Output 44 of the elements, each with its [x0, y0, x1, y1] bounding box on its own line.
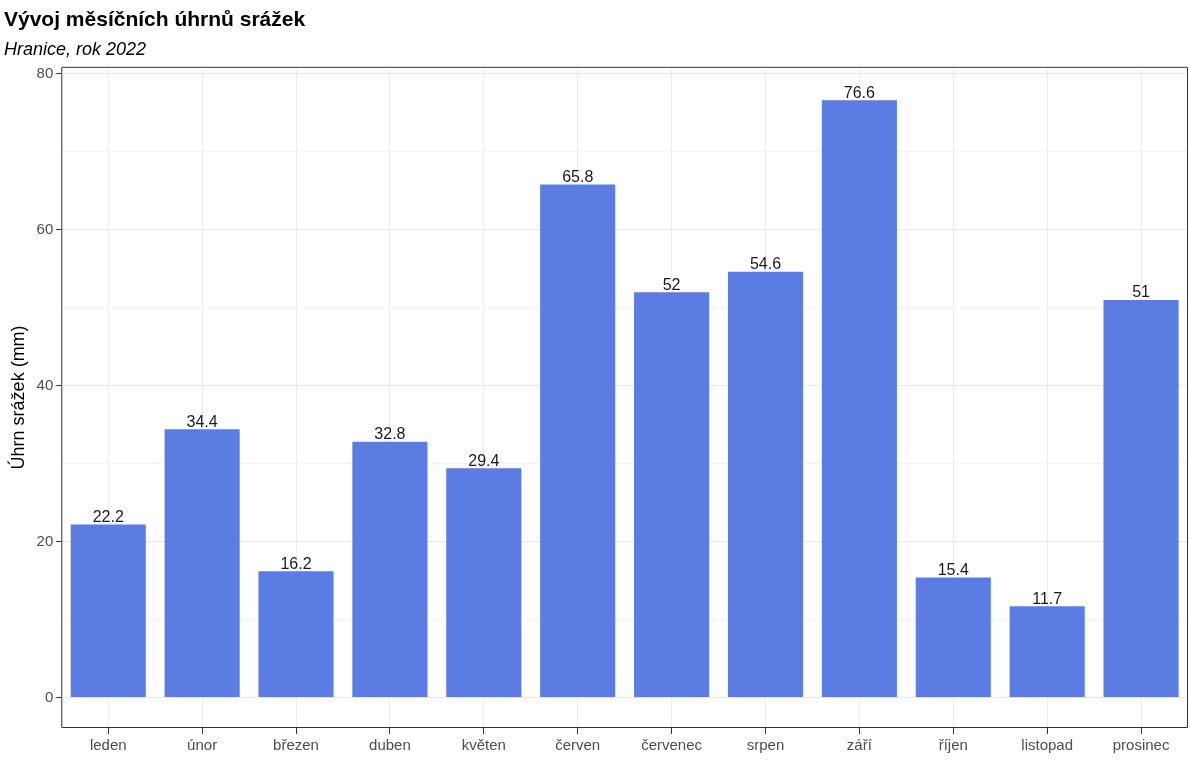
data-label: 15.4	[937, 560, 969, 578]
x-tick-label: červen	[555, 736, 601, 754]
data-label: 29.4	[468, 451, 500, 469]
data-label: 76.6	[843, 83, 876, 101]
y-tick-label: 80	[36, 63, 54, 81]
chart-subtitle: Hranice, rok 2022	[4, 39, 147, 59]
x-tick-label: září	[846, 736, 873, 754]
bar	[258, 571, 334, 698]
bar	[821, 100, 897, 698]
x-tick-label: leden	[89, 736, 127, 754]
x-tick-label: srpen	[746, 736, 785, 754]
y-axis-title: Úhrn srážek (mm)	[6, 325, 28, 470]
bar	[540, 184, 616, 698]
y-tick-label: 40	[36, 375, 54, 393]
x-tick-label: březen	[273, 736, 319, 754]
x-tick-label: říjen	[938, 736, 968, 754]
bar	[446, 468, 522, 698]
bar	[164, 429, 240, 698]
bar	[352, 441, 428, 698]
bar	[634, 292, 710, 698]
chart-title: Vývoj měsíčních úhrnů srážek	[4, 7, 306, 31]
y-tick-label: 20	[36, 531, 54, 549]
data-label: 51	[1132, 283, 1151, 301]
data-label: 32.8	[374, 425, 406, 443]
y-tick-label: 60	[36, 219, 54, 237]
bar	[1103, 299, 1179, 698]
bar	[1009, 606, 1085, 698]
data-label: 65.8	[562, 167, 594, 185]
data-label: 52	[662, 275, 681, 293]
x-tick-label: květen	[461, 736, 506, 754]
x-tick-label: prosinec	[1112, 736, 1170, 754]
data-label: 54.6	[749, 255, 782, 273]
data-label: 16.2	[280, 554, 312, 572]
x-tick-label: červenec	[641, 736, 703, 754]
bar	[70, 524, 146, 698]
bar	[915, 577, 991, 698]
x-tick-label: duben	[369, 736, 411, 754]
data-label: 34.4	[186, 412, 218, 430]
x-tick-label: únor	[187, 736, 218, 754]
x-tick-label: listopad	[1021, 736, 1074, 754]
y-tick-label: 0	[44, 687, 54, 705]
bar	[727, 271, 804, 698]
data-label: 11.7	[1032, 589, 1063, 607]
data-label: 22.2	[92, 507, 124, 525]
